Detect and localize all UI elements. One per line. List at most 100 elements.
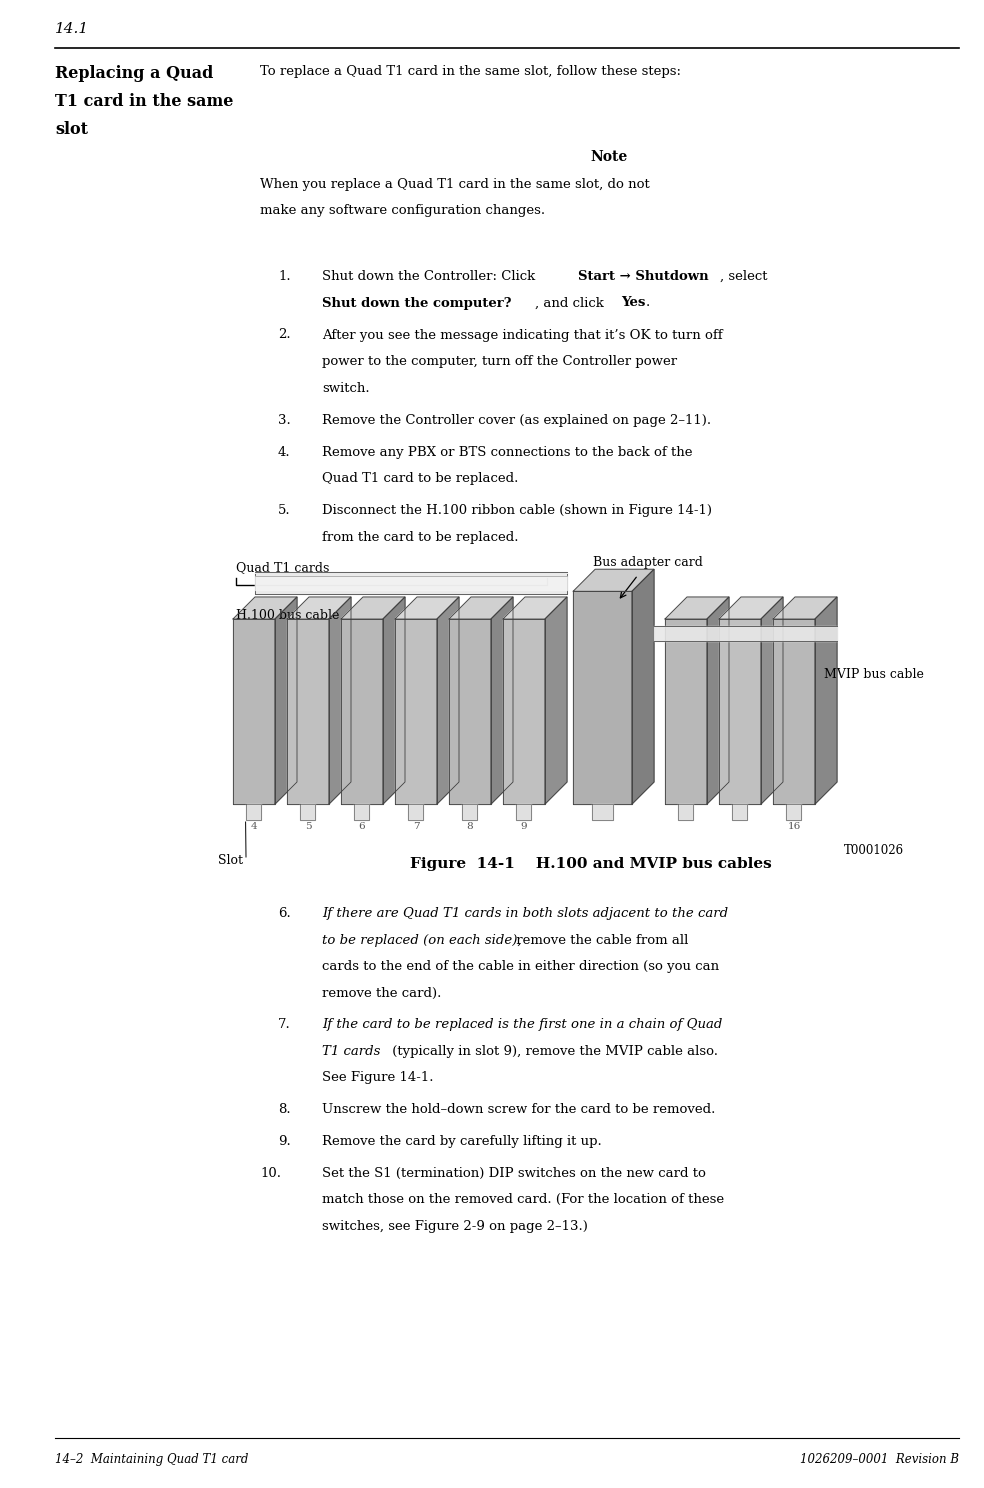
Text: 5: 5 [305, 821, 311, 830]
Text: 7: 7 [412, 821, 419, 830]
Text: switch.: switch. [322, 381, 370, 394]
Text: Start → Shutdown: Start → Shutdown [578, 269, 708, 283]
Polygon shape [732, 804, 747, 820]
Polygon shape [462, 804, 477, 820]
Polygon shape [287, 597, 351, 619]
Text: Quad T1 card to be replaced.: Quad T1 card to be replaced. [322, 472, 519, 485]
Text: 8.: 8. [278, 1103, 290, 1116]
Text: 7.: 7. [278, 1018, 290, 1031]
Polygon shape [341, 597, 405, 619]
Polygon shape [233, 619, 275, 804]
Text: 9: 9 [521, 821, 527, 830]
Polygon shape [592, 804, 613, 820]
Text: Bus adapter card: Bus adapter card [593, 557, 703, 568]
Text: Figure  14-1    H.100 and MVIP bus cables: Figure 14-1 H.100 and MVIP bus cables [410, 857, 771, 870]
Polygon shape [395, 597, 459, 619]
Text: 4.: 4. [278, 445, 290, 458]
Text: .: . [646, 296, 650, 310]
Text: Yes: Yes [621, 296, 646, 310]
Text: If the card to be replaced is the first one in a chain of Quad: If the card to be replaced is the first … [322, 1018, 722, 1031]
Text: Replacing a Quad: Replacing a Quad [55, 65, 214, 82]
Text: switches, see Figure 2-9 on page 2–13.): switches, see Figure 2-9 on page 2–13.) [322, 1220, 587, 1232]
Text: 8: 8 [466, 821, 473, 830]
Text: After you see the message indicating that it’s OK to turn off: After you see the message indicating tha… [322, 329, 722, 342]
Polygon shape [678, 804, 693, 820]
Polygon shape [395, 619, 437, 804]
Text: When you replace a Quad T1 card in the same slot, do not: When you replace a Quad T1 card in the s… [260, 179, 649, 190]
Text: See Figure 14-1.: See Figure 14-1. [322, 1071, 434, 1083]
Text: , and click: , and click [535, 296, 608, 310]
Text: , select: , select [720, 269, 768, 283]
Polygon shape [786, 804, 801, 820]
Text: match those on the removed card. (For the location of these: match those on the removed card. (For th… [322, 1193, 724, 1205]
Text: Quad T1 cards: Quad T1 cards [236, 561, 330, 574]
Text: 1.: 1. [278, 269, 290, 283]
Polygon shape [491, 597, 513, 804]
Polygon shape [233, 597, 297, 619]
Text: If there are Quad T1 cards in both slots adjacent to the card: If there are Quad T1 cards in both slots… [322, 908, 728, 920]
Polygon shape [574, 570, 654, 591]
Text: remove the card).: remove the card). [322, 987, 442, 1000]
Text: Remove the card by carefully lifting it up.: Remove the card by carefully lifting it … [322, 1134, 602, 1147]
Polygon shape [354, 804, 369, 820]
Text: Remove any PBX or BTS connections to the back of the: Remove any PBX or BTS connections to the… [322, 445, 693, 458]
Polygon shape [545, 597, 567, 804]
Polygon shape [503, 619, 545, 804]
Text: T1 card in the same: T1 card in the same [55, 92, 233, 110]
Polygon shape [665, 619, 707, 804]
Polygon shape [246, 804, 261, 820]
Text: slot: slot [55, 121, 88, 138]
Polygon shape [773, 619, 815, 804]
Polygon shape [503, 597, 567, 619]
Text: (typically in slot 9), remove the MVIP cable also.: (typically in slot 9), remove the MVIP c… [388, 1045, 718, 1058]
Polygon shape [437, 597, 459, 804]
Text: Remove the Controller cover (as explained on page 2–11).: Remove the Controller cover (as explaine… [322, 414, 711, 427]
Polygon shape [517, 804, 531, 820]
Polygon shape [449, 619, 491, 804]
Text: 14–2  Maintaining Quad T1 card: 14–2 Maintaining Quad T1 card [55, 1452, 248, 1466]
Text: remove the cable from all: remove the cable from all [512, 933, 689, 946]
Polygon shape [761, 597, 783, 804]
Text: 4: 4 [251, 821, 257, 830]
Polygon shape [574, 591, 632, 804]
Polygon shape [287, 619, 329, 804]
Text: 1026209–0001  Revision B: 1026209–0001 Revision B [800, 1452, 959, 1466]
Polygon shape [719, 619, 761, 804]
Text: Shut down the computer?: Shut down the computer? [322, 296, 512, 310]
Polygon shape [665, 597, 729, 619]
Text: cards to the end of the cable in either direction (so you can: cards to the end of the cable in either … [322, 960, 719, 973]
Text: 2.: 2. [278, 329, 290, 342]
Text: Note: Note [590, 150, 628, 164]
Text: to be replaced (on each side),: to be replaced (on each side), [322, 933, 522, 946]
Text: 5.: 5. [278, 504, 290, 516]
Text: from the card to be replaced.: from the card to be replaced. [322, 531, 519, 543]
Polygon shape [449, 597, 513, 619]
Text: 6.: 6. [278, 908, 290, 920]
Text: 10.: 10. [260, 1167, 281, 1180]
Text: T0001026: T0001026 [844, 844, 904, 857]
Polygon shape [815, 597, 837, 804]
Text: H.100 bus cable: H.100 bus cable [236, 609, 339, 622]
Text: Shut down the Controller: Click: Shut down the Controller: Click [322, 269, 539, 283]
Text: 6: 6 [359, 821, 365, 830]
Polygon shape [341, 619, 383, 804]
Text: Set the S1 (termination) DIP switches on the new card to: Set the S1 (termination) DIP switches on… [322, 1167, 706, 1180]
Text: 16: 16 [787, 821, 801, 830]
Text: Disconnect the H.100 ribbon cable (shown in Figure 14-1): Disconnect the H.100 ribbon cable (shown… [322, 504, 712, 516]
Text: 14.1: 14.1 [55, 22, 90, 36]
Polygon shape [773, 597, 837, 619]
Text: power to the computer, turn off the Controller power: power to the computer, turn off the Cont… [322, 356, 677, 368]
Polygon shape [383, 597, 405, 804]
Polygon shape [408, 804, 423, 820]
Text: To replace a Quad T1 card in the same slot, follow these steps:: To replace a Quad T1 card in the same sl… [260, 65, 681, 77]
Text: 9.: 9. [278, 1134, 290, 1147]
Polygon shape [275, 597, 297, 804]
Text: Unscrew the hold–down screw for the card to be removed.: Unscrew the hold–down screw for the card… [322, 1103, 715, 1116]
Text: make any software configuration changes.: make any software configuration changes. [260, 204, 545, 217]
Polygon shape [632, 570, 654, 804]
Text: MVIP bus cable: MVIP bus cable [824, 668, 924, 682]
Polygon shape [300, 804, 315, 820]
Polygon shape [329, 597, 351, 804]
Polygon shape [707, 597, 729, 804]
Text: Slot: Slot [218, 854, 243, 868]
